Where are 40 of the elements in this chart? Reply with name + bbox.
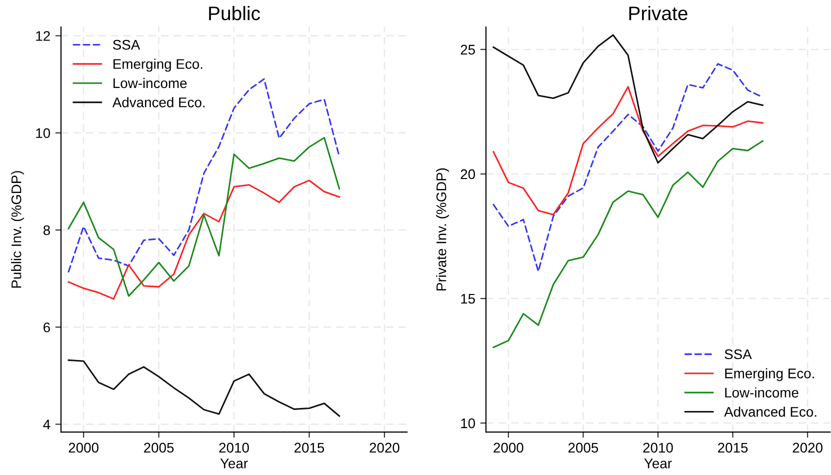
y-tick-label: 4 — [43, 420, 50, 430]
line-series — [68, 136, 340, 297]
legend-label: Emerging Eco. — [114, 58, 202, 72]
x-axis-title: Year — [220, 458, 248, 468]
y-tick-label: 8 — [43, 225, 50, 236]
y-axis-title: Private Inv. (%GDP) — [436, 168, 449, 290]
line-series — [68, 180, 340, 300]
x-tick-label: 2020 — [792, 442, 822, 453]
line-series — [492, 140, 764, 348]
y-tick-label: 20 — [460, 169, 476, 180]
legend-label: SSA — [113, 40, 140, 50]
line-series — [68, 359, 340, 417]
chart-title: Private — [629, 6, 688, 20]
x-tick-label: 2005 — [144, 442, 174, 453]
chart-title: Public — [209, 6, 260, 20]
x-tick-label: 2005 — [568, 442, 598, 453]
legend-label: SSA — [724, 349, 752, 360]
x-tick-label: 2010 — [643, 442, 673, 453]
legend-label: Emerging Eco. — [725, 368, 814, 382]
line-series — [492, 86, 764, 216]
y-tick-label: 6 — [44, 322, 50, 332]
legend-label: Advanced Eco. — [724, 406, 816, 417]
y-axis-title: Public Inv. (%GDP) — [11, 171, 24, 288]
x-tick-label: 2020 — [370, 442, 400, 453]
legend-label: Low-income — [114, 78, 187, 88]
x-tick-label: 2000 — [68, 442, 98, 453]
y-tick-label: 25 — [460, 44, 475, 55]
legend-label: Advanced Eco. — [112, 97, 205, 108]
x-tick-label: 2015 — [718, 442, 748, 453]
y-tick-label: 10 — [461, 418, 476, 428]
y-tick-label: 10 — [36, 128, 50, 138]
line-series — [68, 78, 340, 273]
legend-label: Low-income — [725, 387, 798, 398]
y-tick-label: 15 — [461, 294, 475, 304]
x-tick-label: 2010 — [219, 442, 249, 453]
x-tick-label: 2000 — [494, 442, 524, 453]
x-axis-title: Year — [644, 458, 672, 468]
y-tick-label: 12 — [36, 31, 50, 41]
x-tick-label: 2015 — [294, 442, 324, 453]
line-series — [492, 34, 764, 164]
